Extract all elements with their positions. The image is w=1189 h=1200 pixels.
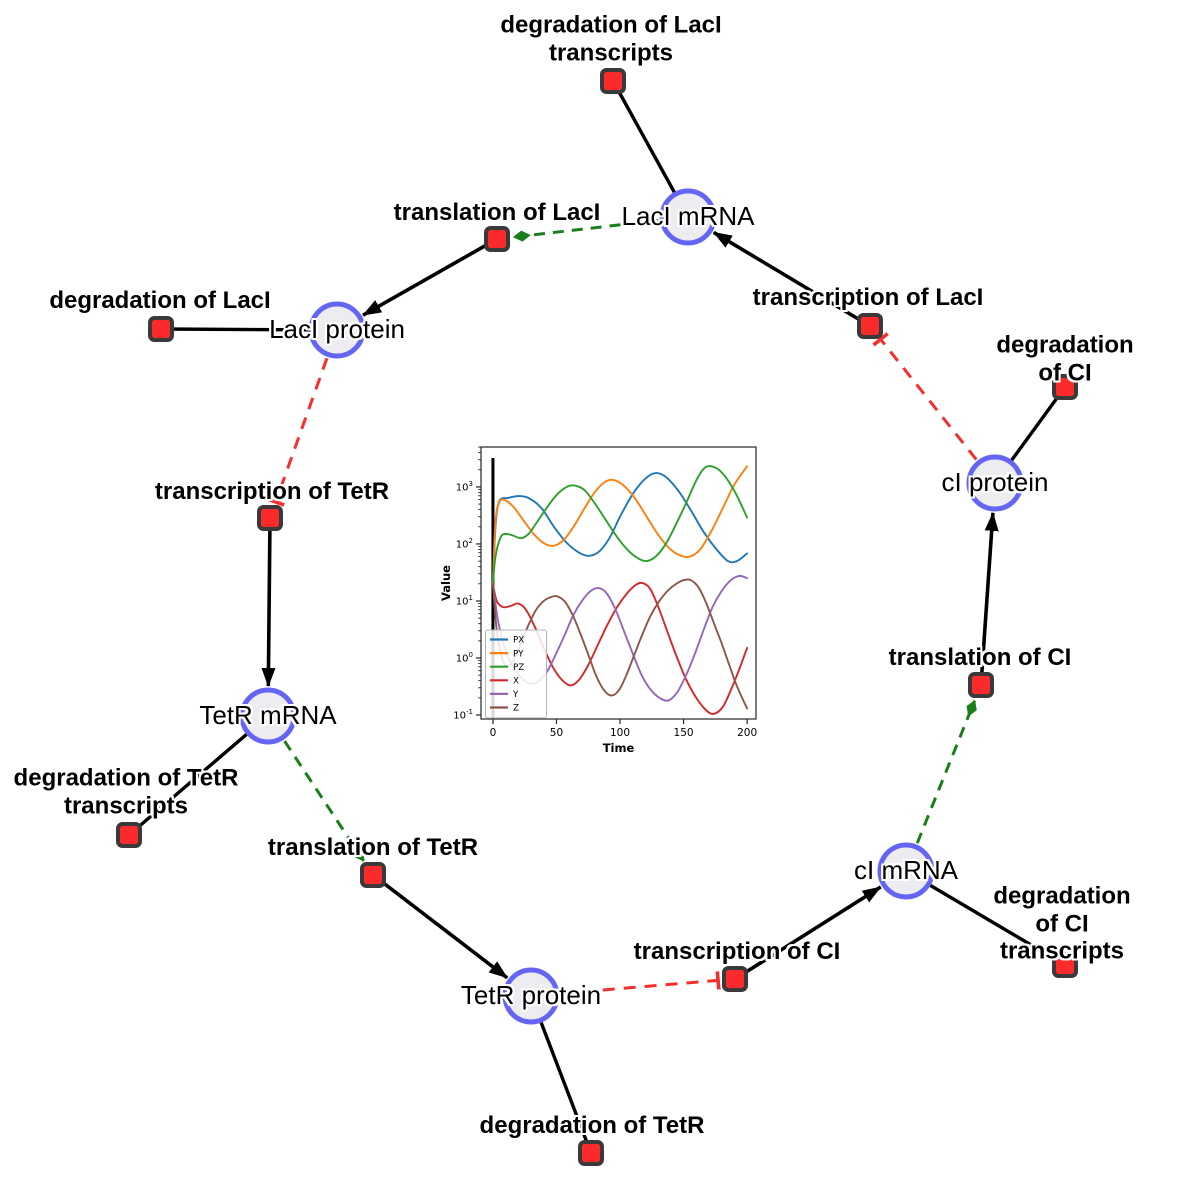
edge-production-transl_tetr-tetr_protein — [371, 873, 509, 980]
edge-production-transc_tetr-tetr_mrna — [261, 517, 276, 688]
reaction-node-deg_ci_tr — [1052, 952, 1078, 978]
reaction-node-deg_laci — [148, 316, 174, 342]
reaction-node-transl_laci — [484, 226, 510, 252]
species-node-ci_mrna — [877, 842, 935, 900]
edge-consumption-laci_protein-deg_laci — [160, 327, 338, 332]
legend-label-PZ: PZ — [513, 663, 524, 673]
edge-inhibition-ci_protein-transc_laci — [872, 332, 978, 461]
edge-modifier-tetr_mrna-transl_tetr — [283, 740, 365, 862]
edge-production-transl_ci-ci_protein — [979, 511, 999, 686]
series-line-PX — [492, 472, 749, 585]
edge-production-transc_ci-ci_mrna — [734, 885, 882, 981]
reaction-node-transc_tetr — [257, 505, 283, 531]
series-line-X — [492, 581, 749, 715]
edge-production-transc_laci-laci_mrna — [712, 230, 871, 328]
chart-legend: PX PY PZ XYZ — [485, 629, 547, 719]
y-axis-label: Value — [440, 565, 453, 601]
species-node-tetr_mrna — [239, 687, 297, 745]
x-axis-ticks: 0 50 100 150 200 — [490, 719, 757, 739]
nodes-layer — [116, 68, 1078, 1166]
reaction-node-deg_tetr_tr — [116, 822, 142, 848]
series-line-PZ — [492, 465, 749, 585]
species-node-laci_protein — [308, 301, 366, 359]
species-node-ci_protein — [966, 454, 1024, 512]
reaction-node-deg_laci_tr — [600, 68, 626, 94]
edge-inhibition-laci_protein-transc_tetr — [266, 357, 329, 507]
reaction-node-transl_ci — [968, 672, 994, 698]
reaction-node-transc_ci — [722, 966, 748, 992]
series-line-PY — [492, 465, 749, 585]
legend-label-PX: PX — [513, 636, 524, 646]
legend-label-Y: Y — [512, 690, 519, 700]
reaction-node-transc_laci — [857, 313, 883, 339]
legend-label-PY: PY — [513, 649, 524, 659]
edge-production-transl_laci-laci_protein — [362, 237, 498, 317]
x-tick-label: 200 — [737, 727, 757, 739]
reaction-node-deg_tetr — [578, 1140, 604, 1166]
legend-label-X: X — [513, 677, 519, 687]
edge-consumption-tetr_mrna-deg_tetr_tr — [127, 714, 270, 837]
species-node-tetr_protein — [502, 967, 560, 1025]
x-tick-label: 100 — [610, 727, 630, 739]
legend-label-Z: Z — [513, 704, 519, 714]
reaction-node-transl_tetr — [360, 862, 386, 888]
species-node-laci_mrna — [659, 188, 717, 246]
x-tick-label: 50 — [550, 727, 563, 739]
edge-inhibition-tetr_protein-transc_ci — [560, 971, 721, 996]
plot-frame — [480, 446, 757, 720]
x-axis-label: Time — [603, 741, 635, 755]
edge-modifier-ci_mrna-transl_ci — [915, 699, 977, 844]
reaction-node-deg_ci — [1052, 374, 1078, 400]
edge-modifier-laci_mrna-transl_laci — [512, 218, 659, 242]
x-tick-label: 0 — [490, 727, 497, 739]
edge-consumption-ci_mrna-deg_ci_tr — [905, 869, 1066, 967]
x-tick-label: 150 — [674, 727, 694, 739]
